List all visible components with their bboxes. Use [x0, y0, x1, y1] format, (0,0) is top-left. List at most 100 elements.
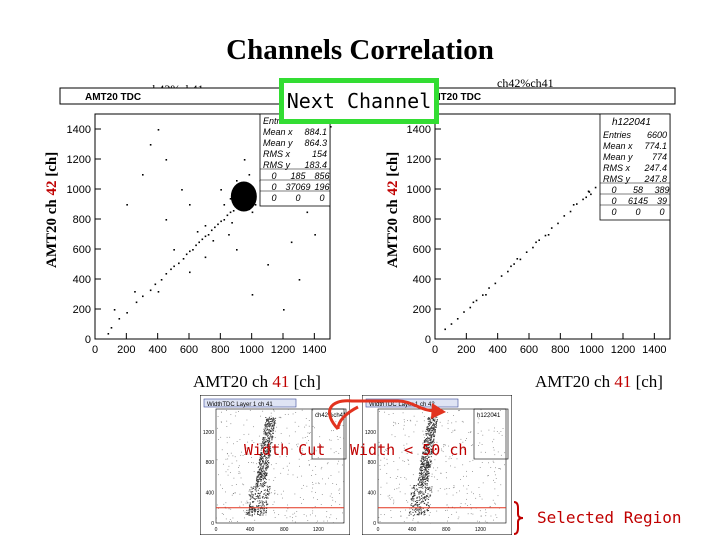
small-bg-point [403, 444, 405, 446]
small-data-point [422, 472, 424, 474]
small-data-point [412, 511, 414, 513]
small-data-point [268, 443, 270, 445]
small-data-point [274, 422, 276, 424]
small-data-point [266, 420, 268, 422]
small-bg-point [312, 409, 314, 411]
small-stats-box [473, 408, 509, 460]
small-bg-point [308, 464, 310, 466]
small-data-point [423, 510, 425, 512]
small-data-point [259, 502, 261, 504]
small-data-point [426, 444, 428, 446]
small-data-point [416, 502, 418, 504]
small-data-point [257, 500, 259, 502]
data-point [196, 231, 199, 233]
small-bg-point [477, 432, 479, 434]
small-data-point [267, 423, 269, 425]
small-bg-point [256, 463, 258, 465]
small-data-point [421, 463, 423, 465]
small-bg-point [246, 500, 248, 502]
small-bg-point [287, 504, 288, 506]
small-data-point [431, 453, 433, 455]
small-bg-point [462, 447, 464, 449]
small-data-point [267, 503, 269, 505]
small-bg-point [479, 467, 481, 468]
data-point [248, 174, 251, 176]
small-data-point [422, 462, 424, 464]
small-bg-point [386, 473, 388, 474]
small-data-point [251, 511, 253, 513]
small-bg-point [227, 458, 229, 460]
small-bg-point [231, 462, 233, 464]
small-data-point [261, 483, 263, 485]
small-bg-point [486, 521, 488, 523]
small-data-point [432, 450, 434, 452]
small-bg-point [504, 464, 505, 466]
small-bg-point [393, 501, 395, 503]
small-data-point [268, 444, 270, 446]
small-bg-point [318, 483, 320, 485]
small-bg-point [447, 506, 449, 508]
small-bg-point [460, 438, 462, 440]
small-data-point [432, 423, 434, 425]
small-data-point [265, 441, 267, 443]
small-data-point [425, 438, 427, 440]
small-data-point [264, 427, 266, 429]
small-bg-point [465, 439, 467, 441]
small-bg-point [479, 494, 481, 496]
small-data-point [267, 438, 269, 440]
small-data-point [251, 493, 253, 495]
small-data-point [256, 495, 258, 497]
small-data-point [257, 471, 259, 473]
small-bg-point [331, 430, 332, 432]
small-data-point [269, 450, 271, 452]
small-bg-point [378, 479, 379, 480]
small-data-point [266, 504, 268, 506]
small-bg-point [320, 468, 322, 470]
small-bg-point [496, 517, 498, 518]
small-data-point [436, 425, 438, 427]
small-bg-point [282, 497, 283, 499]
small-bg-point [287, 508, 289, 510]
small-bg-point [284, 515, 286, 516]
stats-value: 247.4 [643, 163, 667, 173]
small-data-point [422, 492, 424, 494]
small-data-point [266, 490, 268, 492]
small-bg-point [317, 457, 319, 459]
small-bg-point [326, 463, 328, 465]
small-bg-point [236, 441, 238, 442]
small-data-point [269, 451, 271, 453]
small-bg-point [343, 418, 345, 420]
small-bg-point [332, 522, 334, 523]
small-data-point [267, 490, 269, 492]
small-bg-point [312, 512, 314, 514]
small-data-point [428, 452, 430, 454]
small-data-point [260, 449, 262, 451]
small-bg-point [485, 512, 487, 513]
small-bg-point [270, 454, 272, 456]
small-data-point [422, 508, 424, 510]
small-data-point [264, 508, 266, 510]
small-data-point [246, 509, 248, 511]
small-bg-point [470, 508, 472, 510]
small-data-point [423, 441, 425, 443]
small-data-point [425, 468, 427, 470]
small-data-point [436, 419, 438, 421]
small-data-point [260, 513, 262, 515]
data-point [594, 186, 597, 189]
small-data-point [263, 448, 265, 450]
small-bg-point [403, 447, 405, 449]
small-data-point [431, 491, 433, 493]
small-data-point [256, 480, 258, 482]
small-data-point [420, 460, 422, 462]
small-data-point [431, 448, 433, 450]
small-bg-point [242, 455, 244, 456]
small-data-point [271, 422, 273, 424]
small-data-point [259, 510, 261, 512]
small-data-point [421, 457, 423, 459]
small-data-point [263, 486, 265, 488]
small-data-point [416, 490, 418, 492]
small-bg-point [492, 441, 493, 443]
small-data-point [418, 473, 420, 475]
small-data-point [271, 432, 273, 434]
small-data-point [268, 449, 270, 451]
